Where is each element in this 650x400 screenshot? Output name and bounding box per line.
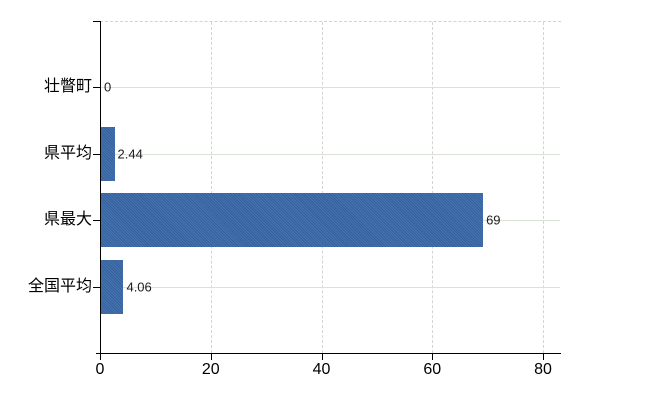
h-gridline [101, 286, 560, 288]
y-tick [93, 220, 100, 222]
x-tick [210, 354, 212, 360]
y-category-label: 県平均 [43, 144, 92, 162]
bar [101, 259, 124, 314]
v-gridline [210, 22, 212, 353]
x-tick [100, 354, 101, 360]
y-tick [93, 153, 100, 155]
x-tick-label: 20 [201, 361, 220, 378]
bar-value-label: 2.44 [117, 146, 143, 162]
v-gridline [432, 22, 434, 353]
y-tick [93, 21, 100, 22]
x-axis-line [96, 353, 561, 354]
y-tick [93, 286, 100, 288]
x-tick-label: 0 [95, 361, 105, 378]
x-tick [432, 354, 434, 360]
v-gridline [321, 22, 323, 353]
y-tick [93, 87, 100, 89]
h-gridline [101, 153, 560, 155]
v-gridline [543, 22, 544, 353]
x-tick-label: 80 [534, 361, 552, 378]
bar [101, 193, 484, 248]
plot-border-top [100, 21, 561, 22]
bar-value-label: 69 [486, 212, 501, 228]
y-category-label: 全国平均 [27, 277, 92, 295]
y-category-label: 壮瞥町 [43, 78, 92, 96]
x-tick [543, 354, 544, 360]
x-tick-label: 40 [312, 361, 331, 378]
bar-value-label: 0 [104, 79, 112, 95]
x-tick-label: 60 [423, 361, 442, 378]
bar-value-label: 4.06 [126, 279, 152, 295]
y-axis-line [100, 21, 101, 354]
h-gridline [101, 87, 560, 89]
y-category-label: 県最大 [43, 211, 92, 229]
bar [101, 126, 115, 181]
x-tick [321, 354, 323, 360]
